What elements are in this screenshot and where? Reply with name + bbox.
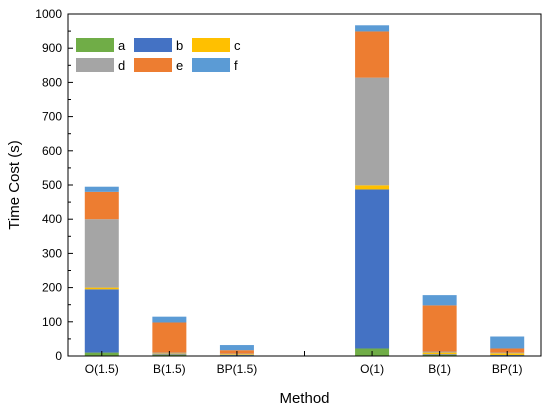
legend-swatch-a	[76, 38, 114, 52]
bar-segment-f-B(1)	[422, 295, 457, 306]
bar-segment-d-O(1)	[355, 77, 390, 186]
bar-segment-d-O(1.5)	[84, 219, 119, 288]
bar-segment-f-O(1)	[355, 25, 390, 32]
legend-label-f: f	[234, 58, 238, 73]
legend-swatch-c	[192, 38, 230, 52]
y-tick-label: 600	[42, 144, 62, 158]
bar-segment-e-B(1)	[422, 305, 457, 352]
bar-segment-e-O(1.5)	[84, 191, 119, 220]
x-tick-label: BP(1.5)	[217, 362, 258, 376]
y-tick-label: 800	[42, 75, 62, 89]
legend-label-a: a	[118, 38, 126, 53]
bar-segment-c-O(1.5)	[84, 287, 119, 290]
bar-segment-f-B(1.5)	[152, 316, 187, 323]
x-tick-label: B(1)	[428, 362, 451, 376]
y-tick-label: 700	[42, 110, 62, 124]
y-tick-label: 500	[42, 178, 62, 192]
legend: a b c d e f	[76, 38, 241, 73]
x-tick-label: O(1.5)	[85, 362, 119, 376]
legend-swatch-b	[134, 38, 172, 52]
legend-label-d: d	[118, 58, 125, 73]
axes-layer: 0 100 200 300 400 500 600 700 800 900 1000 O(1.5) B(…	[35, 7, 522, 376]
y-tick-label: 200	[42, 281, 62, 295]
x-axis-title: Method	[279, 390, 329, 407]
bar-segment-f-BP(1)	[490, 336, 525, 349]
bar-segment-b-O(1.5)	[84, 289, 119, 353]
bar-segment-e-B(1.5)	[152, 322, 187, 353]
legend-label-c: c	[234, 38, 241, 53]
y-tick-label: 400	[42, 212, 62, 226]
legend-swatch-e	[134, 58, 172, 72]
x-tick-label: B(1.5)	[153, 362, 186, 376]
y-tick-label: 300	[42, 246, 62, 260]
y-tick-label: 900	[42, 41, 62, 55]
legend-label-b: b	[176, 38, 183, 53]
legend-label-e: e	[176, 58, 183, 73]
legend-swatch-f	[192, 58, 230, 72]
bar-segment-f-O(1.5)	[84, 186, 119, 192]
x-tick-label: O(1)	[360, 362, 384, 376]
bar-segment-e-BP(1)	[490, 348, 525, 353]
bar-segment-e-O(1)	[355, 31, 390, 78]
y-axis-title: Time Cost (s)	[6, 140, 23, 229]
x-tick-label: BP(1)	[492, 362, 523, 376]
y-tick-label: 0	[55, 349, 62, 363]
legend-swatch-d	[76, 58, 114, 72]
bar-layer	[84, 25, 525, 356]
y-tick-label: 100	[42, 315, 62, 329]
bar-segment-f-BP(1.5)	[219, 345, 254, 351]
bar-segment-c-O(1)	[355, 185, 390, 190]
bar-segment-b-O(1)	[355, 189, 390, 349]
y-tick-label: 1000	[35, 7, 62, 21]
